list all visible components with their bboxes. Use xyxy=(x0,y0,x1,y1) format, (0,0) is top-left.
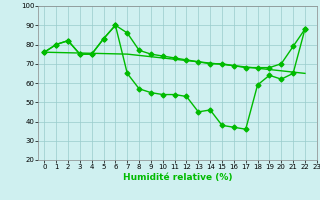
X-axis label: Humidité relative (%): Humidité relative (%) xyxy=(123,173,232,182)
